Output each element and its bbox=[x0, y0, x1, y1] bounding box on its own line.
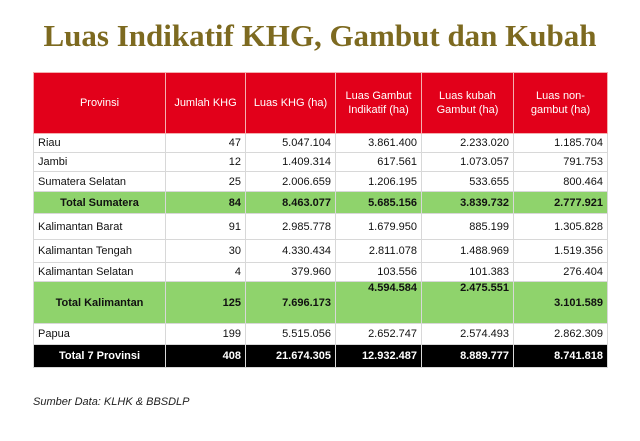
cell: 2.475.551 bbox=[421, 281, 514, 324]
table-row: Total Kalimantan 125 7.696.173 4.594.584 2.4… bbox=[33, 281, 608, 324]
table-body: Riau 47 5.047.104 3.861.400 2.233.020 1.185.7… bbox=[33, 133, 608, 368]
cell: 1.519.356 bbox=[513, 239, 608, 263]
row-label: Total 7 Provinsi bbox=[33, 344, 166, 368]
cell: 1.073.057 bbox=[421, 152, 514, 172]
cell: 533.655 bbox=[421, 171, 514, 192]
cell: 3.101.589 bbox=[513, 281, 608, 324]
table-row: Total 7 Provinsi 408 21.674.305 12.932.487 8… bbox=[33, 344, 608, 368]
header-cell: Luas KHG (ha) bbox=[245, 72, 336, 134]
cell: 47 bbox=[165, 133, 246, 153]
cell: 8.463.077 bbox=[245, 191, 336, 214]
cell: 5.047.104 bbox=[245, 133, 336, 153]
cell: 379.960 bbox=[245, 262, 336, 282]
cell: 3.861.400 bbox=[335, 133, 422, 153]
cell: 5.685.156 bbox=[335, 191, 422, 214]
cell: 2.574.493 bbox=[421, 323, 514, 345]
cell: 4 bbox=[165, 262, 246, 282]
cell: 885.199 bbox=[421, 213, 514, 240]
cell: 101.383 bbox=[421, 262, 514, 282]
cell: 2.652.747 bbox=[335, 323, 422, 345]
cell: 21.674.305 bbox=[245, 344, 336, 368]
cell: 3.839.732 bbox=[421, 191, 514, 214]
cell: 8.741.818 bbox=[513, 344, 608, 368]
cell: 2.006.659 bbox=[245, 171, 336, 192]
cell: 84 bbox=[165, 191, 246, 214]
cell: 5.515.056 bbox=[245, 323, 336, 345]
row-label: Sumatera Selatan bbox=[33, 171, 166, 192]
row-label: Riau bbox=[33, 133, 166, 153]
cell: 2.777.921 bbox=[513, 191, 608, 214]
header-row: Provinsi Jumlah KHG Luas KHG (ha) Luas Gamb… bbox=[33, 72, 608, 134]
cell: 2.233.020 bbox=[421, 133, 514, 153]
header-cell: Jumlah KHG bbox=[165, 72, 246, 134]
row-label: Jambi bbox=[33, 152, 166, 172]
source-note: Sumber Data: KLHK & BBSDLP bbox=[33, 396, 190, 408]
header-cell: Provinsi bbox=[33, 72, 166, 134]
cell: 791.753 bbox=[513, 152, 608, 172]
header-cell: Luas Gambut Indikatif (ha) bbox=[335, 72, 422, 134]
row-label: Total Kalimantan bbox=[33, 281, 166, 324]
cell: 1.679.950 bbox=[335, 213, 422, 240]
cell: 2.985.778 bbox=[245, 213, 336, 240]
cell: 103.556 bbox=[335, 262, 422, 282]
data-table: Provinsi Jumlah KHG Luas KHG (ha) Luas Gamb… bbox=[33, 72, 608, 368]
table-row: Total Sumatera 84 8.463.077 5.685.156 3.839.… bbox=[33, 191, 608, 214]
row-label: Total Sumatera bbox=[33, 191, 166, 214]
cell: 1.206.195 bbox=[335, 171, 422, 192]
header-cell: Luas non-gambut (ha) bbox=[513, 72, 608, 134]
cell: 12.932.487 bbox=[335, 344, 422, 368]
row-label: Kalimantan Selatan bbox=[33, 262, 166, 282]
row-label: Kalimantan Tengah bbox=[33, 239, 166, 263]
table-row: Papua 199 5.515.056 2.652.747 2.574.493 2.862… bbox=[33, 323, 608, 345]
cell: 4.330.434 bbox=[245, 239, 336, 263]
cell: 2.811.078 bbox=[335, 239, 422, 263]
title: Luas Indikatif KHG, Gambut dan Kubah bbox=[43, 18, 597, 53]
cell: 1.409.314 bbox=[245, 152, 336, 172]
cell: 1.305.828 bbox=[513, 213, 608, 240]
row-label: Kalimantan Barat bbox=[33, 213, 166, 240]
cell: 199 bbox=[165, 323, 246, 345]
cell: 1.488.969 bbox=[421, 239, 514, 263]
cell: 91 bbox=[165, 213, 246, 240]
table-row: Kalimantan Barat 91 2.985.778 1.679.950 885.… bbox=[33, 213, 608, 240]
row-label: Papua bbox=[33, 323, 166, 345]
cell: 1.185.704 bbox=[513, 133, 608, 153]
table-row: Kalimantan Selatan 4 379.960 103.556 101.383… bbox=[33, 262, 608, 282]
header-cell: Luas kubah Gambut (ha) bbox=[421, 72, 514, 134]
cell: 408 bbox=[165, 344, 246, 368]
table-row: Kalimantan Tengah 30 4.330.434 2.811.078 1.4… bbox=[33, 239, 608, 263]
table-row: Sumatera Selatan 25 2.006.659 1.206.195 533.… bbox=[33, 171, 608, 192]
cell: 12 bbox=[165, 152, 246, 172]
cell: 8.889.777 bbox=[421, 344, 514, 368]
cell: 4.594.584 bbox=[335, 281, 422, 324]
table-row: Riau 47 5.047.104 3.861.400 2.233.020 1.185.7… bbox=[33, 133, 608, 153]
cell: 30 bbox=[165, 239, 246, 263]
cell: 800.464 bbox=[513, 171, 608, 192]
cell: 7.696.173 bbox=[245, 281, 336, 324]
cell: 125 bbox=[165, 281, 246, 324]
cell: 276.404 bbox=[513, 262, 608, 282]
cell: 2.862.309 bbox=[513, 323, 608, 345]
cell: 25 bbox=[165, 171, 246, 192]
table-row: Jambi 12 1.409.314 617.561 1.073.057 791.753 bbox=[33, 152, 608, 172]
cell: 617.561 bbox=[335, 152, 422, 172]
